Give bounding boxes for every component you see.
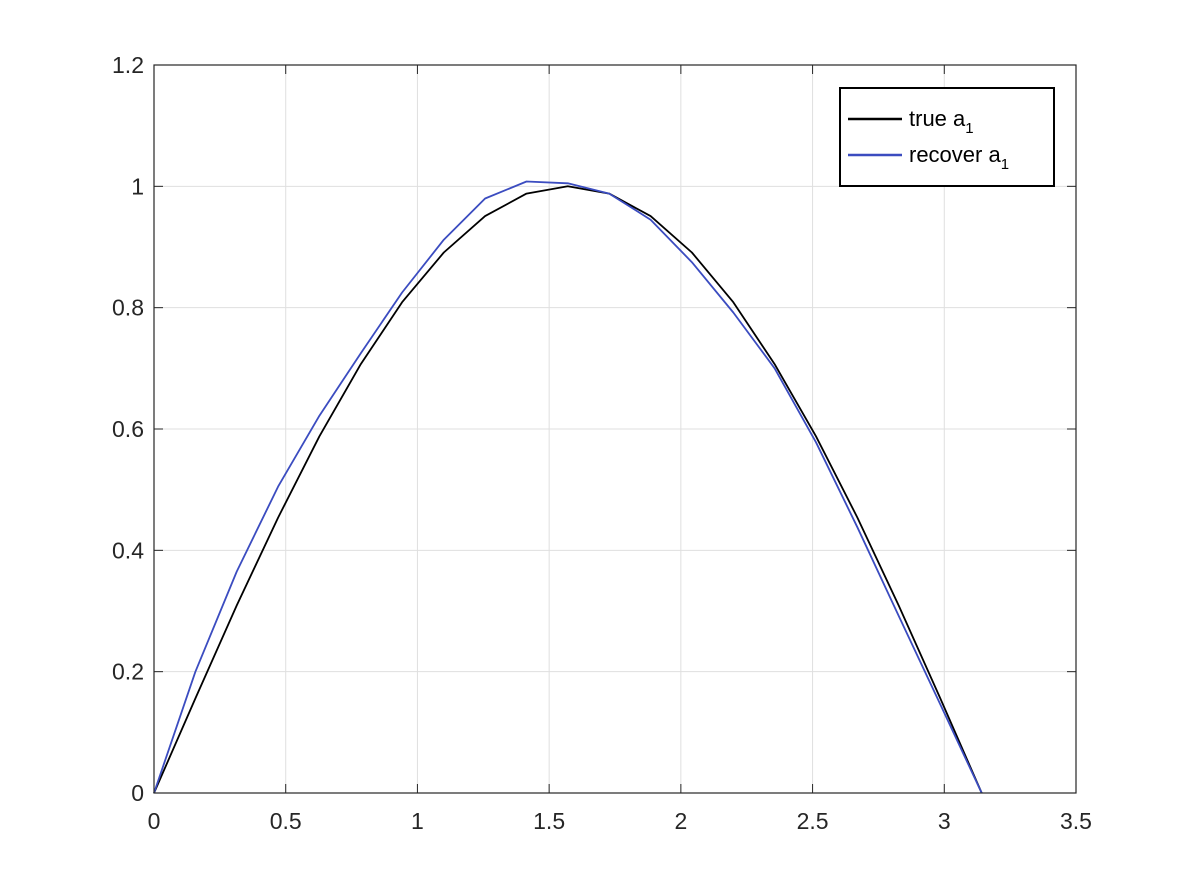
plot-frame (153, 64, 1077, 794)
series-recover-a1-line (153, 180, 983, 794)
x-tick-label: 1 (411, 808, 424, 834)
y-tick-label: 1.2 (112, 52, 144, 78)
y-tick-label: 0.4 (112, 537, 144, 563)
y-tick-label: 0.2 (112, 659, 144, 685)
series-true-a1-line (153, 185, 983, 794)
legend-label-recover: recover a1 (909, 142, 1009, 173)
x-tick-label: 3 (938, 808, 951, 834)
x-tick-label: 2 (674, 808, 687, 834)
y-tick-label: 0 (131, 780, 144, 806)
legend-box (839, 87, 1055, 187)
x-tick-labels: 0 0.5 1 1.5 2 2.5 3 3.5 (148, 808, 1092, 834)
y-tick-labels: 0 0.2 0.4 0.6 0.8 1 1.2 (112, 52, 144, 806)
y-tick-label: 0.6 (112, 416, 144, 442)
x-tick-label: 0 (148, 808, 161, 834)
series-lines (153, 180, 983, 794)
x-tick-label: 1.5 (533, 808, 565, 834)
legend-label-true: true a1 (909, 106, 974, 137)
x-tick-label: 2.5 (797, 808, 829, 834)
y-tick-label: 1 (131, 173, 144, 199)
y-tick-label: 0.8 (112, 295, 144, 321)
legend: true a1 recover a1 (839, 87, 1055, 187)
x-tick-label: 0.5 (270, 808, 302, 834)
x-tick-label: 3.5 (1060, 808, 1092, 834)
